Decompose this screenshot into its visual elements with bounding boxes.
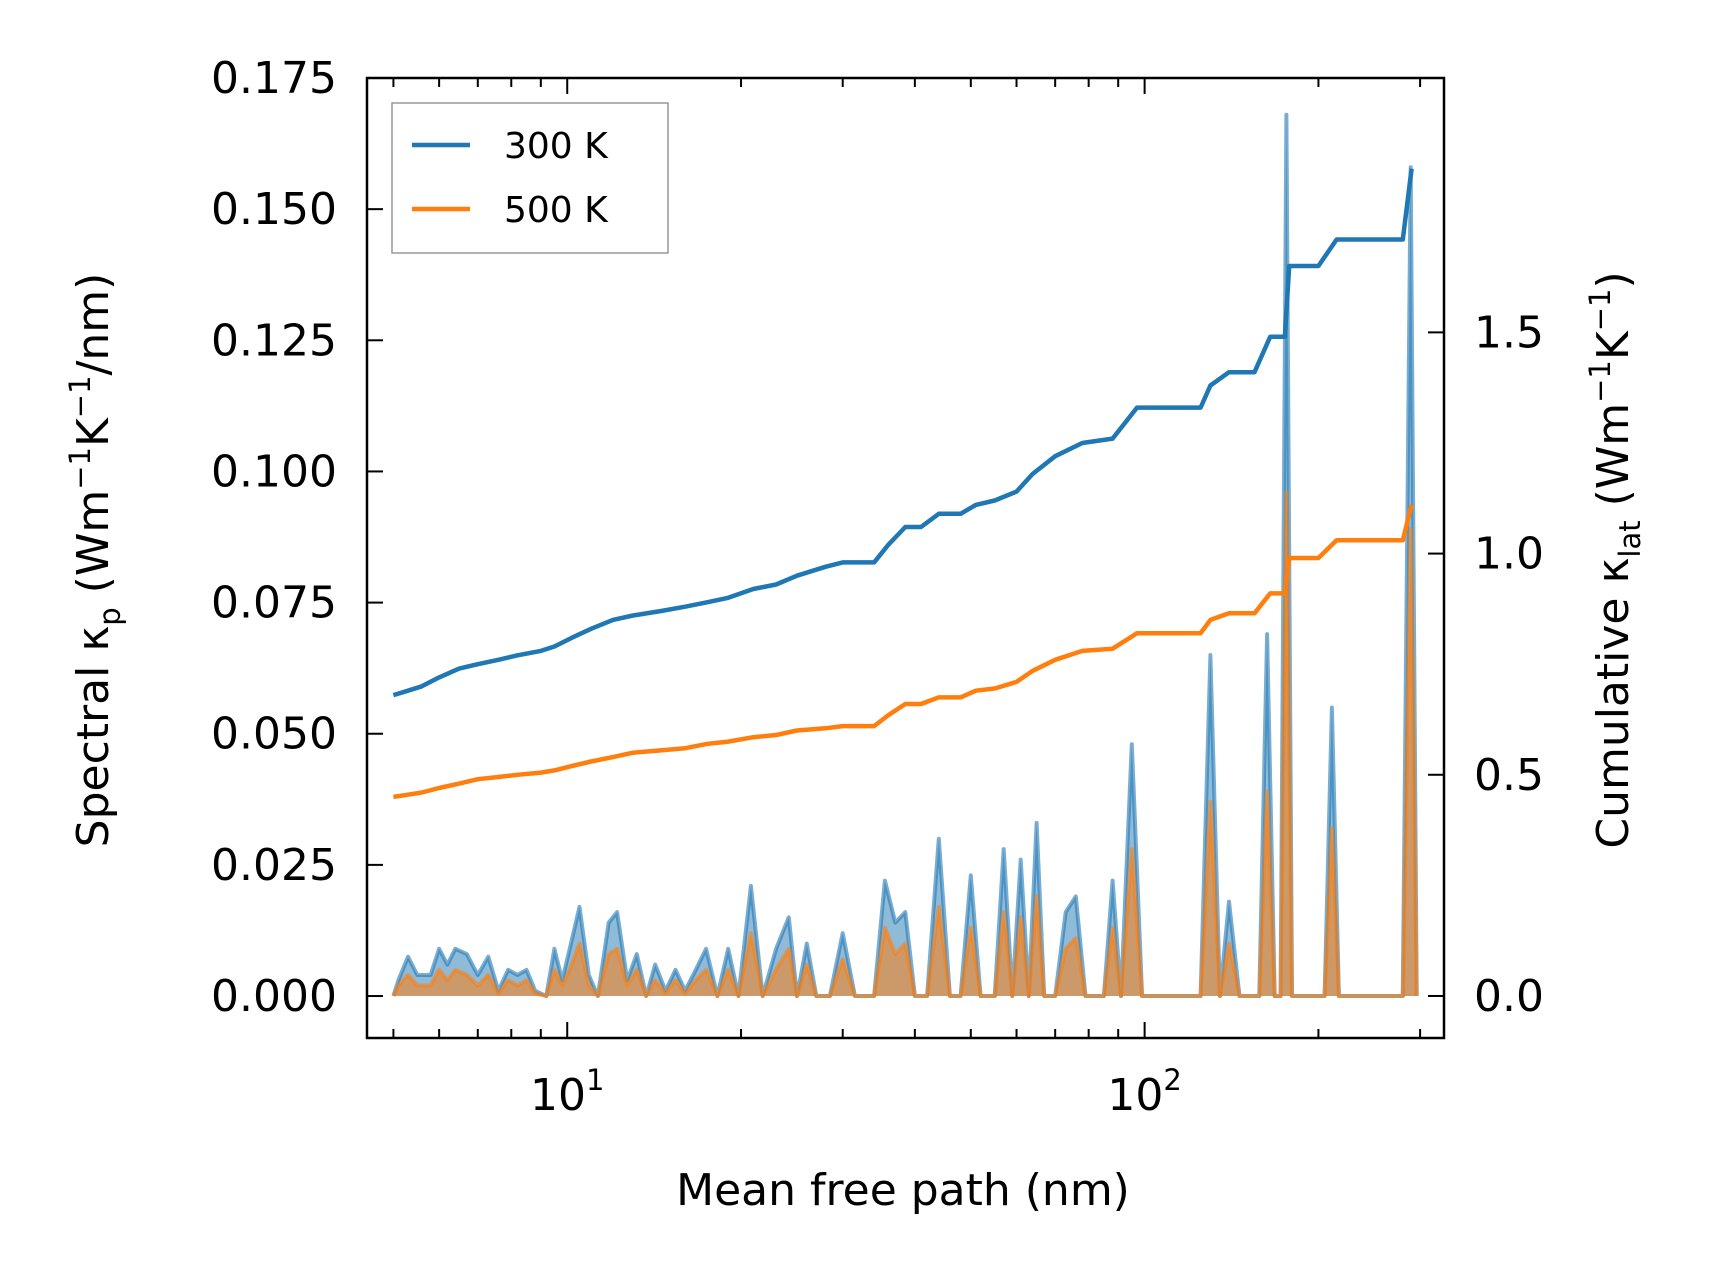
- left-y-tick-label: 0.075: [211, 578, 337, 629]
- spectral-fills: [391, 112, 1419, 998]
- legend-label-500k: 500 K: [504, 190, 609, 231]
- right-y-tick-label: 1.0: [1474, 529, 1544, 580]
- left-y-label-sub: p: [93, 607, 127, 625]
- x-tick-label: 102: [1107, 1063, 1181, 1121]
- left-y-tick-label: 0.125: [211, 315, 337, 366]
- right-y-label-post: ): [1588, 271, 1639, 288]
- left-y-label-sup2: −1: [63, 375, 97, 418]
- legend-label-300k: 300 K: [504, 126, 609, 167]
- left-y-tick-label: 0.150: [211, 184, 337, 235]
- axes: 101 1020.0000.0250.0500.0750.1000.1250.15…: [211, 53, 1544, 1121]
- right-y-label-mid2: K: [1588, 330, 1639, 360]
- legend: 300 K 500 K: [391, 102, 669, 254]
- right-y-tick-label: 0.5: [1474, 750, 1544, 801]
- x-tick-base: 10: [1107, 1070, 1163, 1121]
- x-tick-exponent: 1: [586, 1063, 604, 1097]
- cumulative-line-500k: [393, 504, 1414, 800]
- x-axis-label: Mean free path (nm): [676, 1165, 1130, 1216]
- cumulative-line-300k: [392, 168, 1414, 698]
- left-y-label-sup1: −1: [63, 447, 97, 490]
- x-tick-label: 101: [530, 1063, 604, 1121]
- left-y-tick-label: 0.050: [211, 709, 337, 760]
- x-tick-exponent: 2: [1163, 1063, 1181, 1097]
- right-y-label-sup2: −1: [1583, 289, 1617, 332]
- right-y-axis-label: Cumulative κlat (Wm−1K−1): [1583, 271, 1647, 848]
- x-tick-base: 10: [530, 1070, 586, 1121]
- left-y-label-mid1: (Wm: [68, 490, 119, 608]
- series-lines: [392, 168, 1414, 800]
- left-y-label-pre: Spectral κ: [68, 626, 119, 848]
- right-y-label-sup1: −1: [1583, 360, 1617, 403]
- left-y-tick-label: 0.000: [211, 971, 337, 1022]
- left-y-label-post: /nm): [68, 273, 119, 376]
- right-y-label-pre: Cumulative κ: [1588, 558, 1639, 849]
- left-y-axis-label: Spectral κp (Wm−1K−1/nm): [63, 273, 127, 848]
- right-y-label-sub: lat: [1613, 520, 1647, 557]
- left-y-label-mid2: K: [68, 417, 119, 447]
- right-y-tick-label: 0.0: [1474, 971, 1544, 1022]
- right-y-label-mid1: (Wm: [1588, 403, 1639, 521]
- plot-frame: [365, 76, 1446, 1040]
- spectral-line-500k: [391, 490, 1419, 998]
- left-y-tick-label: 0.100: [211, 446, 337, 497]
- left-y-tick-label: 0.175: [211, 53, 337, 104]
- legend-box: [391, 102, 669, 254]
- left-y-tick-label: 0.025: [211, 840, 337, 891]
- right-y-tick-label: 1.5: [1474, 307, 1544, 358]
